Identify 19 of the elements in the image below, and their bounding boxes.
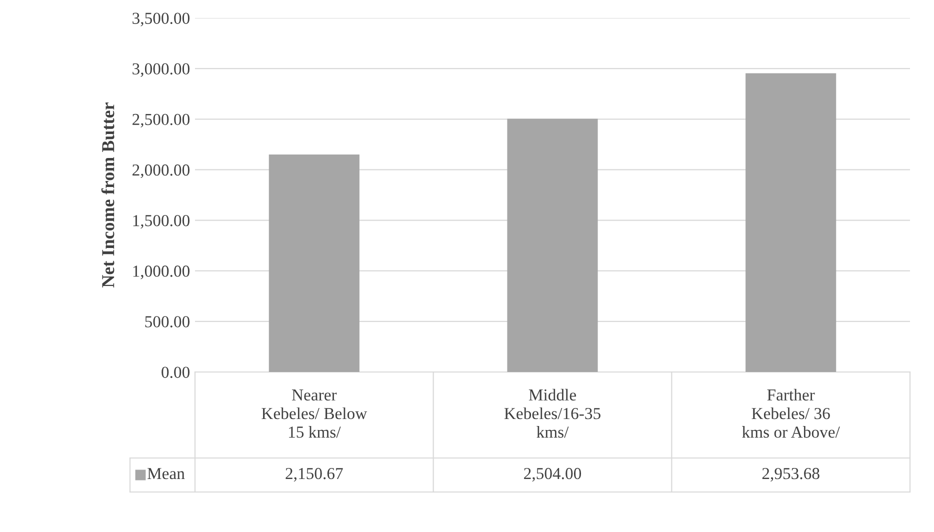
- y-tick-label: 2,500.00: [132, 114, 190, 128]
- y-tick-label: 500.00: [145, 316, 190, 328]
- data-label: 2,150.67: [286, 468, 343, 482]
- y-axis-title: Net Income from Butter: [101, 102, 114, 288]
- data-label: 2,953.68: [762, 468, 820, 482]
- bar: [507, 118, 598, 372]
- bar: [268, 154, 360, 372]
- y-tick-label: 3,000.00: [132, 63, 190, 77]
- y-tick-label: 3,500.00: [132, 12, 190, 26]
- legend-label: Mean: [147, 468, 185, 480]
- x-tick-label: Middle Kebeles/16-35 kms/: [504, 388, 600, 438]
- y-tick-label: 2,000.00: [132, 164, 190, 178]
- x-tick-label: Nearer Kebeles/ Below 15 kms/: [262, 390, 368, 438]
- y-tick-label: 1,500.00: [133, 214, 190, 229]
- y-tick-label: 0.00: [162, 366, 190, 378]
- bar: [746, 73, 836, 372]
- x-tick-label: Farther Kebeles/ 36 kms or Above/: [742, 388, 840, 438]
- data-label: 2,504.00: [524, 468, 582, 482]
- y-tick-label: 1,000.00: [133, 266, 190, 280]
